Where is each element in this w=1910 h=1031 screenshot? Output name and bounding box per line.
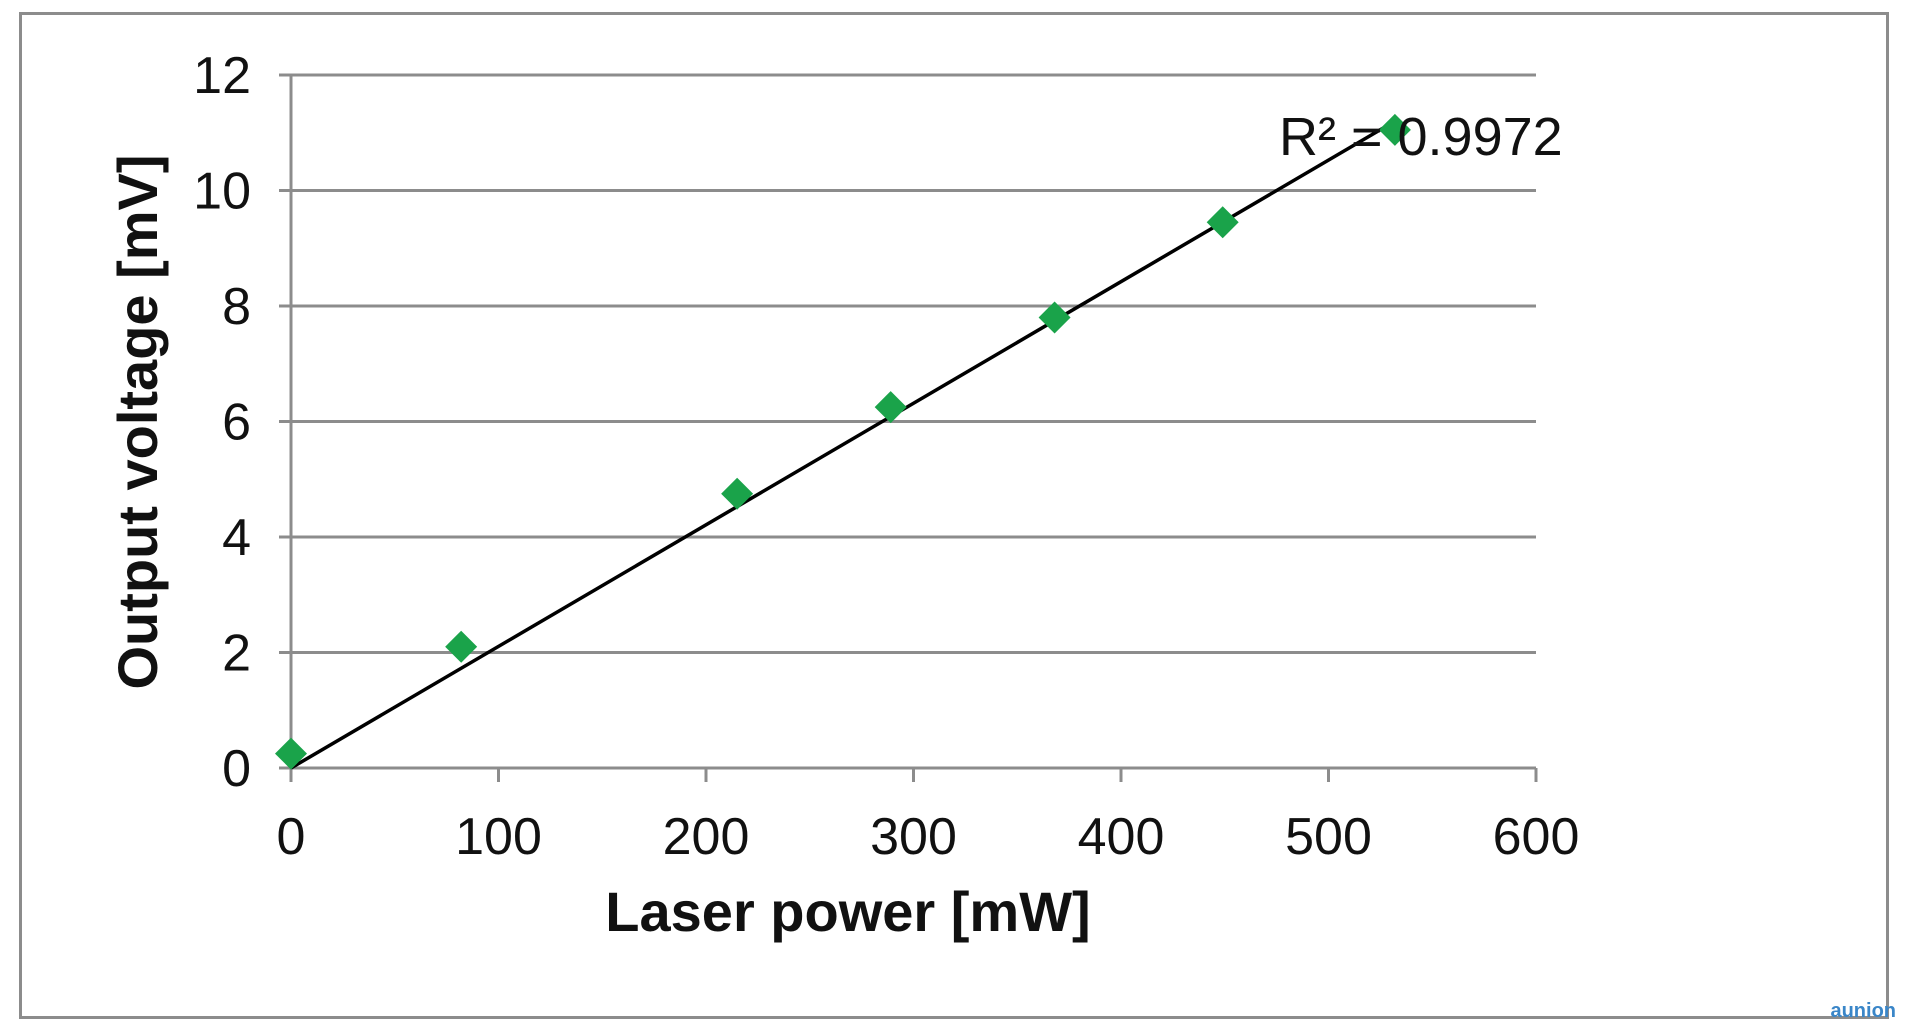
x-tick-label-500: 500	[1285, 808, 1372, 866]
watermark-logo: aunion	[1830, 1000, 1896, 1022]
tick-labels: 0 2 4 6 8 10 12 0 100 200 300 400 500 600	[193, 47, 1579, 866]
y-tick-label-2: 2	[222, 625, 251, 683]
y-tick-label-12: 12	[193, 47, 251, 105]
chart-plot: 0 2 4 6 8 10 12 0 100 200 300 400 500 600 Laser power…	[106, 47, 1579, 943]
x-tick-label-200: 200	[663, 808, 750, 866]
data-point-4	[1038, 301, 1071, 334]
data-point-1	[445, 630, 478, 663]
gridlines	[291, 73, 1536, 654]
x-tick-label-300: 300	[870, 808, 957, 866]
data-point-5	[1206, 206, 1239, 239]
x-axis-title: Laser power [mW]	[605, 880, 1090, 943]
y-tick-label-8: 8	[222, 278, 251, 336]
data-point-3	[874, 391, 907, 424]
y-tick-label-6: 6	[222, 394, 251, 452]
y-axis-title: Output voltage [mV]	[106, 154, 169, 689]
x-tick-label-400: 400	[1078, 808, 1165, 866]
x-tick-label-600: 600	[1493, 808, 1580, 866]
x-tick-label-0: 0	[277, 808, 306, 866]
r-squared-annotation: R² = 0.9972	[1279, 107, 1563, 167]
y-tick-label-4: 4	[222, 509, 251, 567]
axes	[279, 73, 1538, 782]
x-tick-label-100: 100	[455, 808, 542, 866]
data-point-2	[721, 477, 754, 510]
trendline-group	[290, 119, 1396, 770]
y-tick-label-10: 10	[193, 163, 251, 221]
y-tick-label-0: 0	[222, 740, 251, 798]
data-point-0	[275, 737, 307, 770]
data-points	[275, 113, 1411, 770]
data-point-6	[1378, 113, 1411, 146]
trendline	[290, 119, 1396, 770]
chart-frame: 0 2 4 6 8 10 12 0 100 200 300 400 500 600 Laser power…	[19, 12, 1889, 1019]
